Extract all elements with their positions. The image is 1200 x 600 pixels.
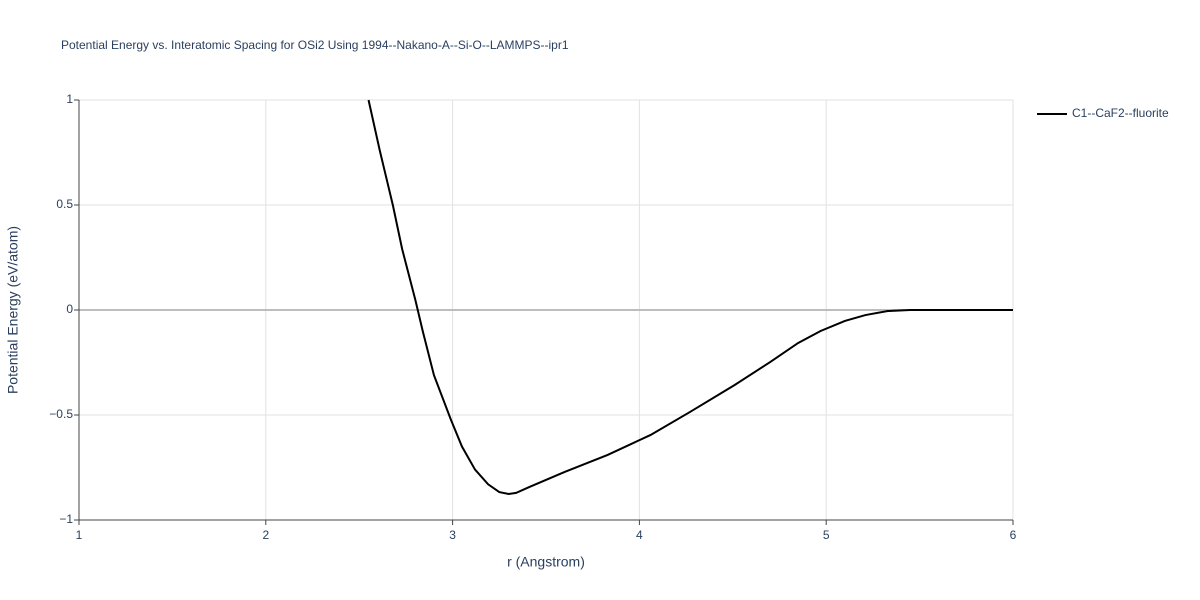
y-tick-label: −1 xyxy=(59,512,73,526)
legend-label: C1--CaF2--fluorite xyxy=(1072,106,1169,120)
x-axis-title: r (Angstrom) xyxy=(507,554,585,570)
x-tick-label: 3 xyxy=(449,528,456,542)
x-tick-label: 5 xyxy=(823,528,830,542)
x-tick-label: 1 xyxy=(76,528,83,542)
x-tick-label: 2 xyxy=(262,528,269,542)
y-tick-label: 1 xyxy=(66,92,73,106)
y-tick-label: −0.5 xyxy=(49,407,73,421)
y-tick-label: 0.5 xyxy=(56,197,73,211)
y-tick-label: 0 xyxy=(66,302,73,316)
x-tick-label: 4 xyxy=(636,528,643,542)
series-line xyxy=(367,99,1013,495)
chart-title: Potential Energy vs. Interatomic Spacing… xyxy=(61,38,569,52)
y-axis-title: Potential Energy (eV/atom) xyxy=(5,226,21,394)
x-tick-label: 6 xyxy=(1010,528,1017,542)
